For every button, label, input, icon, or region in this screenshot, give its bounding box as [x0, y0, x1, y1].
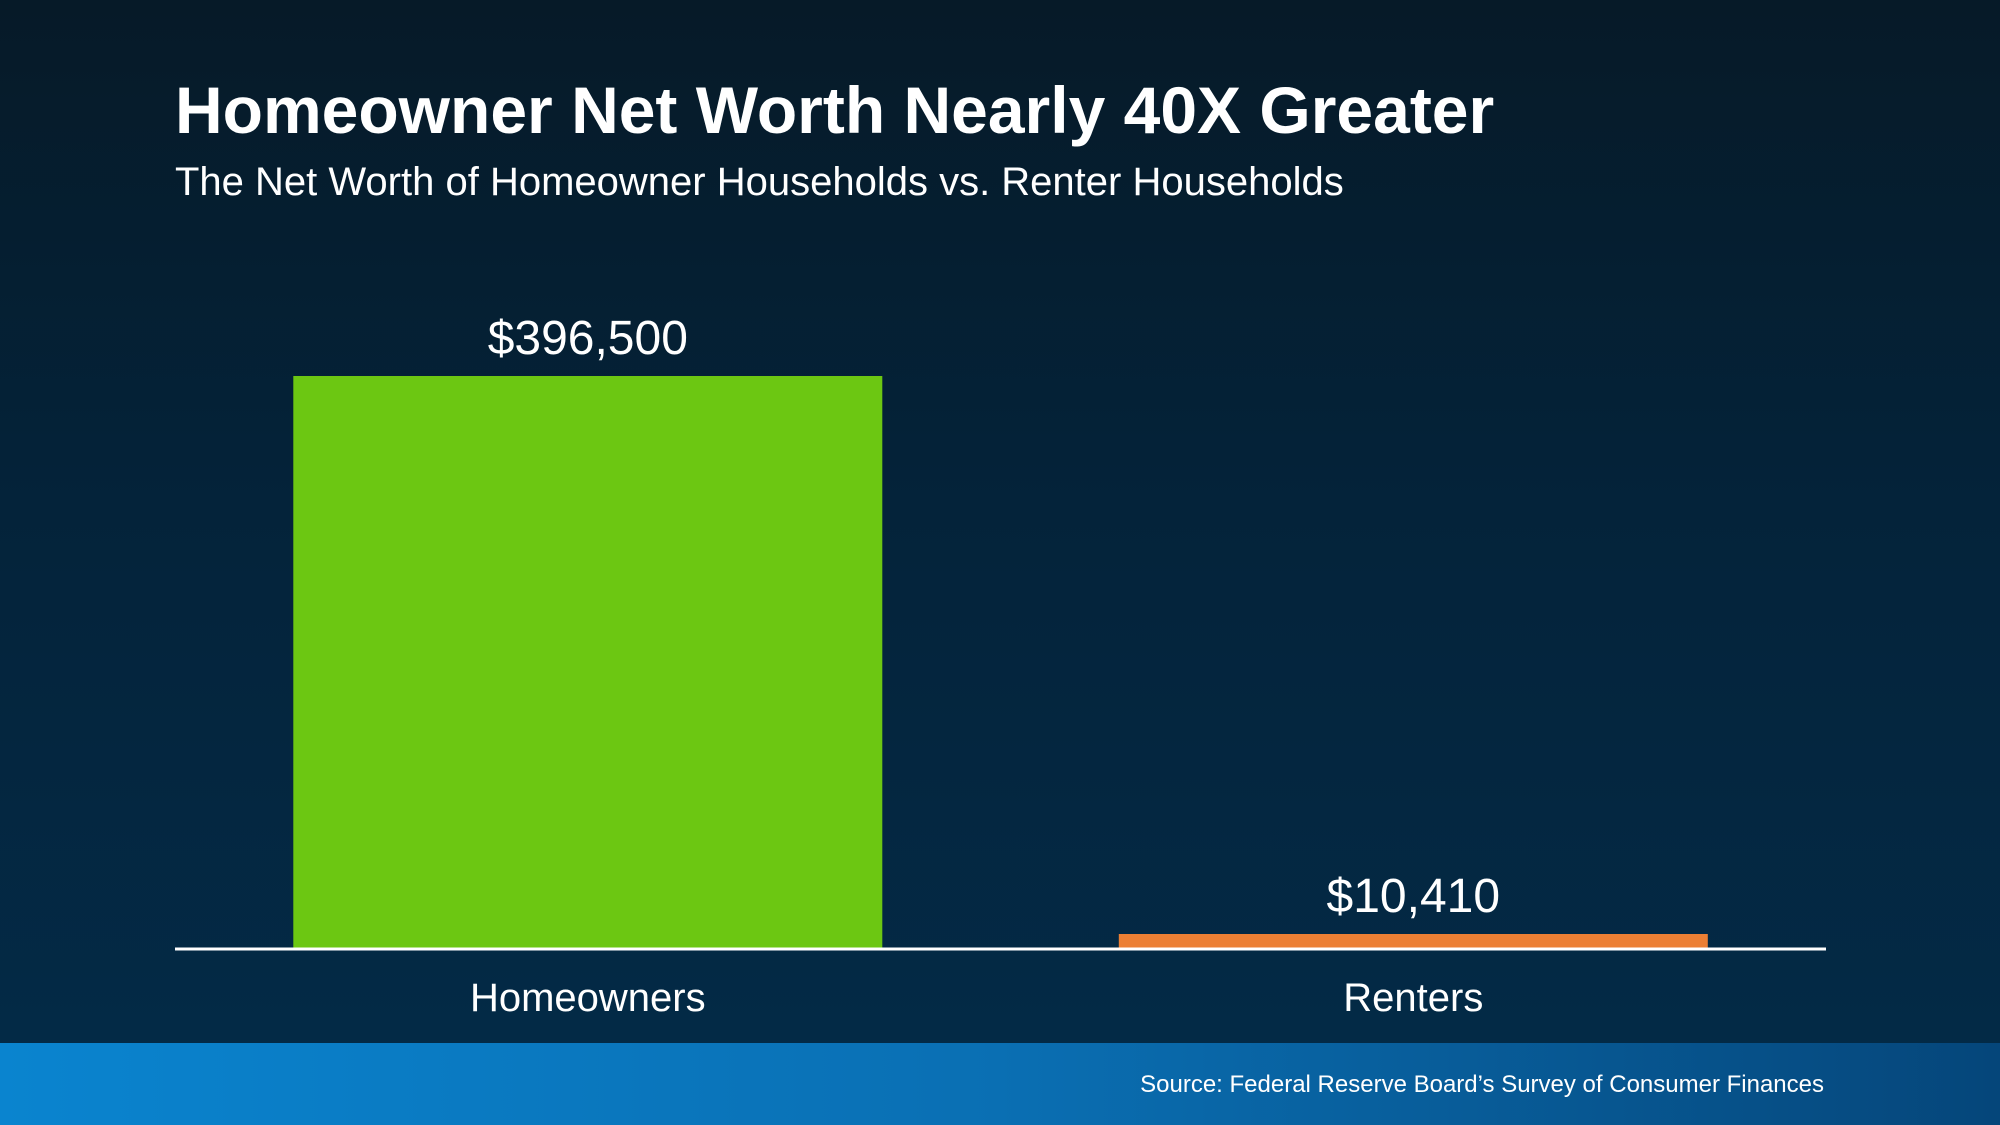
bar-renters	[1118, 934, 1708, 949]
chart-title: Homeowner Net Worth Nearly 40X Greater	[175, 73, 1495, 147]
category-label-renters: Renters	[1343, 976, 1483, 1020]
data-label-renters: $10,410	[1327, 870, 1501, 923]
data-label-homeowners: $396,500	[488, 312, 688, 365]
footer-bar: Source: Federal Reserve Board’s Survey o…	[0, 1043, 2000, 1125]
bar-chart: $396,500 Homeowners $10,410 Renters	[293, 312, 1708, 1020]
bar-homeowners	[293, 376, 883, 949]
chart-subtitle: The Net Worth of Homeowner Households vs…	[175, 160, 1344, 204]
category-label-homeowners: Homeowners	[470, 976, 706, 1020]
source-note: Source: Federal Reserve Board’s Survey o…	[1140, 1071, 1824, 1098]
